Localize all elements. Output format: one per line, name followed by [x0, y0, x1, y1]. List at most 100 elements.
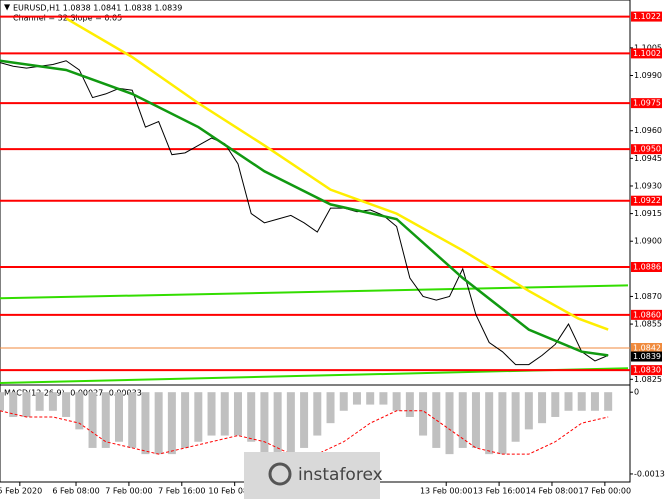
- x-tick-label: 13 Feb 00:00: [420, 487, 472, 496]
- macd-bar: [167, 392, 176, 455]
- macd-bar: [75, 392, 84, 430]
- macd-bar: [154, 392, 163, 455]
- macd-bar: [471, 392, 480, 448]
- macd-bar: [300, 392, 309, 448]
- macd-bar: [233, 392, 242, 436]
- price-tag: [631, 351, 662, 362]
- macd-bar: [564, 392, 573, 411]
- macd-bar: [194, 392, 203, 442]
- macd-bar: [22, 392, 31, 417]
- macd-bar: [405, 392, 414, 417]
- level-label: 1.0922: [633, 196, 661, 205]
- macd-bar: [339, 392, 348, 411]
- series-line: [65, 17, 609, 331]
- macd-bar: [62, 392, 71, 417]
- macd-bar: [485, 392, 494, 455]
- macd-tick-label: 0: [634, 388, 639, 397]
- macd-bar: [511, 392, 520, 442]
- macd-bar: [9, 392, 18, 417]
- price-label: 1.0842: [633, 344, 661, 353]
- x-tick-label: 7 Feb 16:00: [158, 487, 205, 496]
- macd-bar: [101, 392, 110, 448]
- macd-bar: [524, 392, 533, 430]
- macd-bar: [0, 392, 4, 411]
- macd-bar: [326, 392, 335, 424]
- level-tag: [631, 144, 662, 155]
- macd-bar: [379, 392, 388, 405]
- macd-bar: [590, 392, 599, 411]
- series-line: [0, 60, 609, 366]
- macd-bar: [48, 392, 57, 411]
- macd-bar: [114, 392, 123, 442]
- macd-bar: [313, 392, 322, 436]
- macd-signal: [0, 410, 609, 455]
- macd-bar: [220, 392, 229, 436]
- macd-bar: [88, 392, 97, 448]
- watermark-text: instaforex: [298, 465, 383, 485]
- x-tick-label: 7 Feb 00:00: [105, 487, 152, 496]
- macd-bar: [445, 392, 454, 455]
- y-tick-label: 1.1005: [634, 43, 662, 52]
- macd-bar: [128, 392, 137, 448]
- y-tick-label: 1.0825: [634, 375, 662, 384]
- level-label: 1.0975: [633, 99, 661, 108]
- y-tick-label: 1.0960: [634, 126, 662, 135]
- macd-tick-label: -0.00132: [634, 469, 665, 478]
- y-tick-label: 1.0945: [634, 154, 662, 163]
- macd-bar: [247, 392, 256, 442]
- level-label: 1.0886: [633, 262, 661, 271]
- macd-bar: [260, 392, 269, 455]
- y-tick-label: 1.0915: [634, 209, 662, 218]
- macd-bar: [498, 392, 507, 455]
- y-tick-label: 1.0990: [634, 71, 662, 80]
- macd-bar: [432, 392, 441, 448]
- level-label: 1.0950: [633, 145, 661, 154]
- level-tag: [631, 98, 662, 109]
- level-label: 1.1002: [633, 49, 661, 58]
- level-tag: [631, 195, 662, 206]
- x-tick-label: 14 Feb 08:00: [526, 487, 578, 496]
- macd-bar: [141, 392, 150, 455]
- y-tick-label: 1.0870: [634, 292, 662, 301]
- macd-bar: [352, 392, 361, 405]
- menu-arrow: ▼: [4, 3, 11, 12]
- watermark-box: [244, 452, 380, 499]
- chart-title: EURUSD,H1 1.0838 1.0841 1.0838 1.0839: [13, 4, 182, 13]
- macd-bar: [604, 392, 613, 411]
- macd-bar: [538, 392, 547, 424]
- price-label: 1.0839: [633, 352, 661, 361]
- macd-bar: [181, 392, 190, 448]
- macd-bar: [35, 392, 44, 411]
- x-tick-label: 10 Feb 08:00: [208, 487, 260, 496]
- watermark: instaforex: [244, 452, 383, 499]
- macd-bar: [366, 392, 375, 405]
- x-tick-label: 5 Feb 2020: [0, 487, 42, 496]
- level-tag: [631, 261, 662, 272]
- y-tick-label: 1.0900: [634, 237, 662, 246]
- level-tag: [631, 365, 662, 376]
- price-tag: [631, 343, 662, 354]
- x-tick-label: 17 Feb 00:00: [579, 487, 631, 496]
- watermark-logo: [268, 462, 292, 486]
- macd-bar: [273, 392, 282, 461]
- x-tick-label: 13 Feb 16:00: [473, 487, 525, 496]
- y-tick-label: 1.0930: [634, 181, 662, 190]
- level-label: 1.0830: [633, 366, 661, 375]
- x-tick-label: 6 Feb 08:00: [52, 487, 99, 496]
- macd-bar: [419, 392, 428, 436]
- macd-bar: [392, 392, 401, 411]
- level-tag: [631, 11, 662, 22]
- series-line: [0, 59, 609, 357]
- macd-bar: [458, 392, 467, 448]
- level-tag: [631, 48, 662, 59]
- level-tag: [631, 309, 662, 320]
- level-label: 1.1022: [633, 12, 661, 21]
- y-tick-label: 1.0855: [634, 320, 662, 329]
- macd-bar: [207, 392, 216, 436]
- macd-bar: [286, 392, 295, 461]
- macd-title: MACD(12,26,9) -0.00027 -0.00033: [4, 389, 142, 398]
- level-label: 1.0860: [633, 310, 661, 319]
- macd-bar: [577, 392, 586, 411]
- macd-bar: [551, 392, 560, 417]
